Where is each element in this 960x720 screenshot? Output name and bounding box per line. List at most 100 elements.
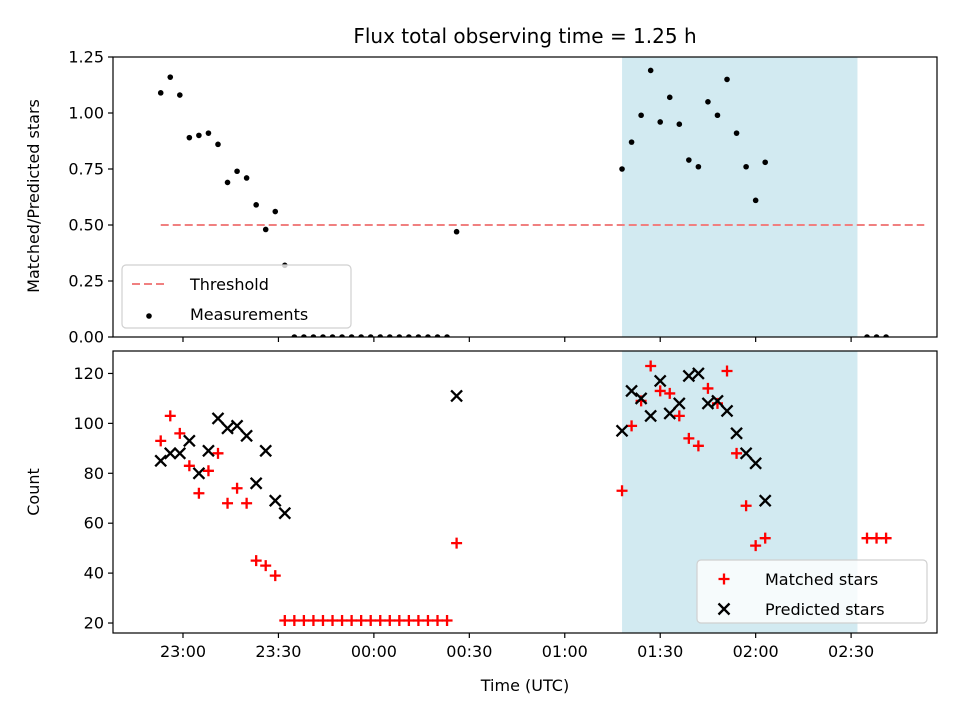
predicted-star-point [249, 476, 263, 490]
legend-label: Measurements [190, 305, 308, 324]
predicted-star-point [192, 466, 206, 480]
matched-star-point [692, 440, 704, 452]
measurement-point [186, 134, 193, 141]
matched-star-point [683, 432, 695, 444]
measurement-point [434, 334, 441, 337]
matched-star-point [155, 435, 167, 447]
legend-label: Matched stars [765, 570, 878, 589]
y-tick-label: 120 [73, 364, 104, 383]
matched-star-point [664, 387, 676, 399]
measurement-point [329, 334, 336, 337]
predicted-star-point [653, 374, 667, 388]
x-tick-label: 00:30 [446, 642, 492, 661]
measurement-point [666, 94, 673, 101]
measurement-point [358, 334, 364, 337]
legend-measurement-swatch [146, 313, 152, 319]
measurement-point [234, 168, 240, 175]
predicted-star-point [183, 434, 196, 448]
measurement-point [243, 175, 250, 181]
measurement-point [320, 334, 326, 337]
predicted-star-point [758, 494, 772, 508]
predicted-star-point [730, 427, 743, 440]
predicted-star-point [615, 424, 629, 438]
x-tick-label: 01:30 [637, 642, 683, 661]
y-tick-label: 0.00 [68, 328, 104, 347]
y-tick-label: 100 [73, 414, 104, 433]
x-tick-label: 02:30 [828, 642, 874, 661]
matched-star-point [374, 615, 386, 627]
y-tick-label: 20 [84, 614, 104, 633]
measurement-point [743, 163, 749, 170]
matched-star-point [327, 615, 339, 627]
measurement-point [291, 334, 298, 337]
measurement-point [262, 226, 269, 233]
predicted-star-point [672, 397, 686, 410]
measurement-point [167, 74, 174, 80]
matched-star-point [355, 615, 367, 627]
predicted-star-point [221, 422, 234, 435]
predicted-star-point [230, 419, 244, 433]
measurement-point [310, 334, 317, 337]
measurement-point [396, 334, 403, 337]
predicted-star-point [450, 389, 463, 403]
measurement-point [619, 166, 625, 172]
matched-star-point [298, 615, 310, 627]
matched-star-point [202, 465, 214, 477]
x-tick-label: 02:00 [733, 642, 779, 661]
axes-frame [112, 56, 938, 338]
x-tick-label: 23:30 [255, 642, 301, 661]
y-tick-label: 0.25 [68, 272, 104, 291]
measurement-point [638, 112, 644, 119]
top-y-axis-label: Matched/Predicted stars [24, 99, 43, 293]
predicted-star-point [173, 447, 187, 460]
y-tick-label: 80 [84, 464, 104, 483]
measurement-point [339, 334, 345, 337]
axes-frame [112, 350, 938, 634]
matched-star-point [880, 532, 892, 544]
shaded-observing-window [622, 57, 858, 337]
measurement-point [733, 130, 740, 136]
count-panel: 20 40 60 80 100 120 23:00 23:30 00:00 00:30 01:00 0… [73, 350, 938, 661]
predicted-star-point [268, 494, 282, 508]
measurement-point [157, 90, 164, 96]
predicted-star-point [644, 409, 657, 423]
matched-star-point [384, 615, 396, 627]
matched-star-point [451, 537, 463, 549]
legend-label: Threshold [189, 275, 269, 294]
measurement-point [724, 76, 730, 83]
predicted-star-point [749, 456, 762, 470]
measurement-point [253, 202, 259, 208]
measurement-point [272, 208, 279, 215]
measurement-point [883, 334, 889, 337]
matched-star-point [346, 615, 358, 627]
predicted-star-point [163, 447, 177, 460]
matched-star-point [307, 615, 319, 627]
ratio-panel: 0.00 0.25 0.50 0.75 1.00 1.25 Threshold Measure… [68, 48, 938, 347]
y-tick-label: 1.00 [68, 104, 104, 123]
legend-predicted-swatch [717, 602, 731, 616]
matched-star-point [441, 615, 453, 627]
predicted-star-point [720, 404, 734, 418]
measurement-point [348, 334, 355, 337]
matched-star-point [269, 570, 281, 582]
matched-star-point [174, 427, 186, 439]
predicted-star-point [692, 367, 705, 380]
measurement-point [415, 334, 422, 337]
measurement-point [695, 163, 702, 170]
y-tick-label: 40 [84, 564, 104, 583]
measurement-point [196, 132, 202, 139]
y-tick-label: 0.50 [68, 216, 104, 235]
matched-star-point [721, 365, 733, 377]
measurement-point [177, 92, 183, 98]
matched-star-point [673, 410, 685, 422]
matched-star-point [403, 615, 415, 627]
matched-star-point [231, 482, 243, 494]
y-tick-label: 0.75 [68, 160, 104, 179]
matched-star-point [212, 447, 224, 459]
predicted-star-point [634, 392, 648, 405]
predicted-star-point [625, 384, 638, 398]
measurement-point [676, 121, 683, 127]
measurement-point [714, 112, 721, 119]
measurement-point [406, 334, 412, 337]
